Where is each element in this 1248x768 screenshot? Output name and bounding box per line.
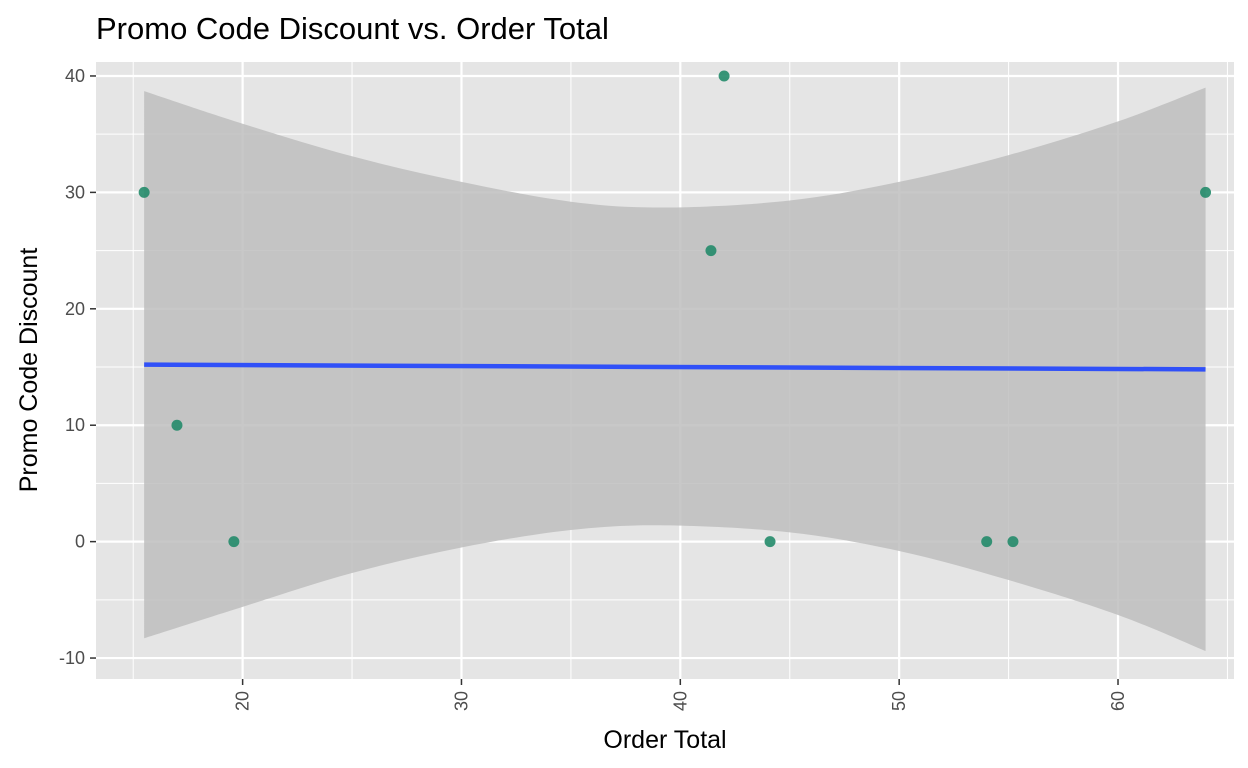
y-tick-label: 20 xyxy=(65,299,85,319)
data-point xyxy=(171,419,183,431)
y-tick-label: 0 xyxy=(75,532,85,552)
x-tick-label: 30 xyxy=(451,691,471,711)
data-point xyxy=(138,186,150,198)
x-tick-label: 50 xyxy=(889,691,909,711)
y-tick-label: 30 xyxy=(65,182,85,202)
chart-title: Promo Code Discount vs. Order Total xyxy=(96,11,609,46)
data-point xyxy=(1200,186,1212,198)
y-axis-title: Promo Code Discount xyxy=(15,248,43,493)
data-point xyxy=(981,536,993,548)
x-tick-label: 20 xyxy=(233,691,253,711)
x-tick-label: 60 xyxy=(1108,691,1128,711)
data-point xyxy=(764,536,776,548)
data-point xyxy=(228,536,240,548)
x-tick-label: 40 xyxy=(670,691,690,711)
y-tick-label: 40 xyxy=(65,66,85,86)
x-axis-title: Order Total xyxy=(603,726,726,754)
y-tick-label: 10 xyxy=(65,415,85,435)
confidence-band xyxy=(144,87,1206,652)
data-point xyxy=(1007,536,1019,548)
y-axis-ticks: -10 0 10 20 30 40 xyxy=(59,66,96,668)
y-tick-label: -10 xyxy=(59,648,85,668)
data-point xyxy=(718,70,730,82)
trend-line xyxy=(144,362,1206,372)
x-axis-ticks: 20 30 40 50 60 xyxy=(233,679,1128,711)
data-points xyxy=(138,70,1212,548)
data-point xyxy=(705,245,717,257)
